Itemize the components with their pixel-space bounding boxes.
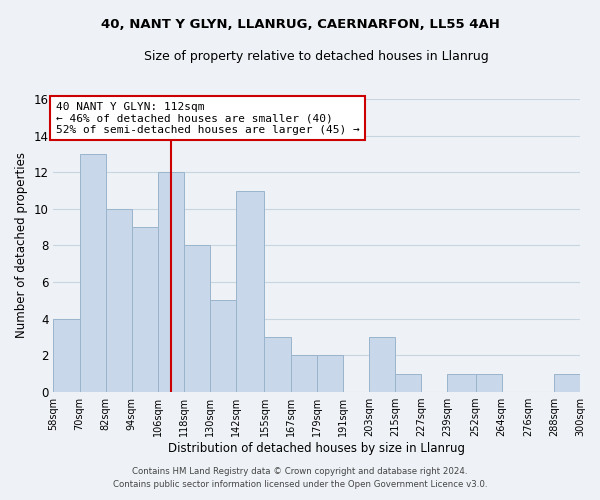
- Bar: [395, 374, 421, 392]
- Bar: [80, 154, 106, 392]
- Title: Size of property relative to detached houses in Llanrug: Size of property relative to detached ho…: [145, 50, 489, 63]
- Bar: [158, 172, 184, 392]
- Text: Contains HM Land Registry data © Crown copyright and database right 2024.
Contai: Contains HM Land Registry data © Crown c…: [113, 468, 487, 489]
- Bar: [210, 300, 236, 392]
- Y-axis label: Number of detached properties: Number of detached properties: [15, 152, 28, 338]
- Bar: [132, 227, 158, 392]
- Bar: [265, 337, 290, 392]
- X-axis label: Distribution of detached houses by size in Llanrug: Distribution of detached houses by size …: [168, 442, 465, 455]
- Bar: [184, 246, 210, 392]
- Bar: [236, 190, 265, 392]
- Bar: [476, 374, 502, 392]
- Bar: [106, 209, 132, 392]
- Bar: [317, 356, 343, 392]
- Bar: [554, 374, 580, 392]
- Bar: [447, 374, 476, 392]
- Bar: [369, 337, 395, 392]
- Text: 40 NANT Y GLYN: 112sqm
← 46% of detached houses are smaller (40)
52% of semi-det: 40 NANT Y GLYN: 112sqm ← 46% of detached…: [56, 102, 359, 135]
- Bar: [290, 356, 317, 392]
- Text: 40, NANT Y GLYN, LLANRUG, CAERNARFON, LL55 4AH: 40, NANT Y GLYN, LLANRUG, CAERNARFON, LL…: [101, 18, 499, 30]
- Bar: [53, 319, 80, 392]
